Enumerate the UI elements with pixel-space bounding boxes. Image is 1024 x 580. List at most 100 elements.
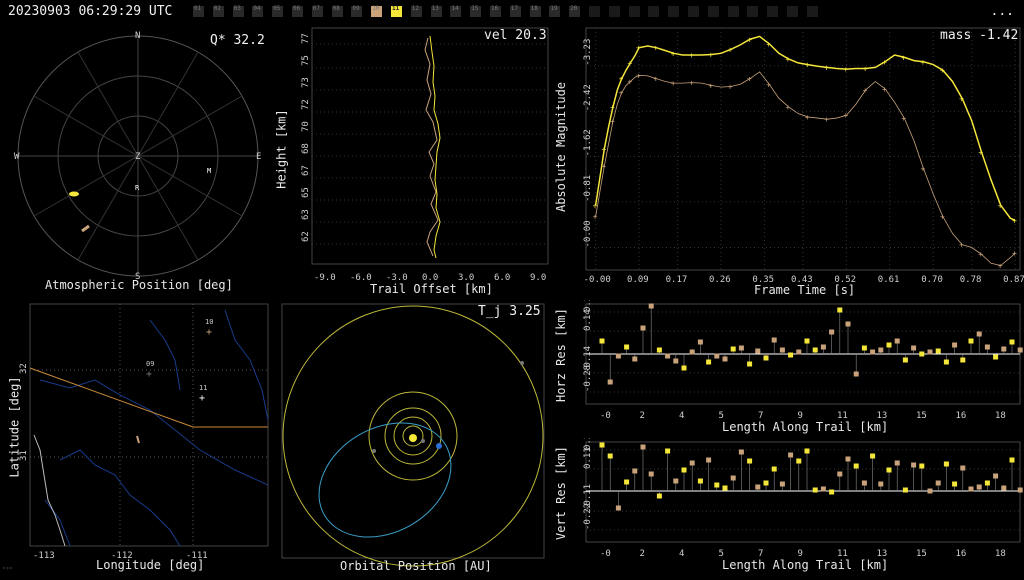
vert-xtick: 9 [798,549,803,559]
horz-res-point [615,353,621,359]
vert-res-plot: -0 2 4 5 7 9 11 13 15 16 18 0.220.11 -0.11-0.22 [583,428,1023,559]
vert-res-point [665,448,671,454]
vert-xtick: 13 [877,549,888,559]
vert-res-point [714,482,720,488]
sky-east: E [256,152,261,162]
horz-res-point [763,355,769,361]
camera-14[interactable]: 14 [450,5,462,17]
camera-22[interactable] [608,6,620,17]
mag-point: + [671,79,676,88]
vert-xtick: -0 [600,549,611,559]
height-xtick: -9.0 [314,273,336,283]
camera-32[interactable] [806,6,818,17]
horz-res-point [853,371,859,377]
camera-10[interactable]: 10 [371,5,383,17]
horz-xlabel: Length Along Trail [km] [722,420,889,434]
horz-res-point [878,347,884,353]
vert-res-point [902,487,908,493]
mag-point: + [708,50,713,59]
mag-point: + [636,44,641,53]
vert-res-point [829,489,835,495]
mag-point: + [627,59,632,68]
vert-res-point [1009,457,1015,463]
menu-button[interactable]: ... [990,4,1014,19]
camera-25[interactable] [668,6,680,17]
station-10-label: 10 [205,318,213,326]
horz-res-point [804,338,810,344]
camera-3[interactable]: 03 [232,5,244,17]
horz-res-point [919,351,925,357]
height-xtick: 6.0 [494,273,510,283]
camera-number: 19 [550,5,558,12]
vert-xtick: 16 [956,549,967,559]
camera-17[interactable]: 17 [509,5,521,17]
mag-xtick: 0.09 [627,275,649,285]
mag-xtick: 0.26 [709,275,731,285]
camera-number: 05 [273,5,281,12]
vert-res-point [689,460,695,466]
vert-ytick: -0.11 [583,484,593,511]
camera-23[interactable] [628,6,640,17]
camera-4[interactable]: 04 [252,5,264,17]
camera-26[interactable] [688,6,699,17]
horz-res-point [902,357,908,363]
mag-point: + [708,81,713,90]
horz-res-point [730,346,736,352]
camera-8[interactable]: 08 [331,5,343,17]
height-ytick: 68 [301,143,311,154]
camera-24[interactable] [648,6,660,17]
vert-res-panel: -0 2 4 5 7 9 11 13 15 16 18 0.22 0.11 -0.11 -0.22 Leng… [552,428,1024,576]
camera-13[interactable]: 13 [430,5,442,17]
mag-point: + [653,44,658,53]
camera-21[interactable] [589,6,600,17]
mag-point: + [940,213,945,222]
vert-res-point [919,463,925,469]
horz-res-point [935,348,941,354]
vert-res-point [1017,487,1023,493]
horz-xtick: 4 [679,411,684,421]
camera-18[interactable]: 18 [529,5,541,17]
camera-31[interactable] [787,6,798,17]
orbit-plot [281,303,545,567]
camera-30[interactable] [767,6,779,17]
camera-27[interactable] [707,6,719,17]
mag-xtick: 0.35 [752,275,774,285]
mag-xtick: 0.87 [1003,275,1024,285]
camera-2[interactable]: 02 [212,5,224,17]
sky-north: N [135,31,140,41]
mag-point: + [959,241,964,250]
map-ytick: 31 [19,450,29,461]
station-11-marker: + [199,393,205,404]
mag-point: + [610,103,615,112]
height-ylabel: Height [km] [274,109,289,189]
camera-number: 04 [253,5,261,12]
camera-9[interactable]: 09 [351,5,363,17]
camera-15[interactable]: 15 [470,5,482,17]
meteor-track-11 [69,191,79,197]
mag-series-line [595,71,1016,266]
camera-28[interactable] [727,6,739,17]
horz-ylabel: Horz Res [km] [553,308,568,402]
mag-xtick: 0.43 [791,275,813,285]
mag-point: + [882,85,887,94]
camera-5[interactable]: 05 [272,5,284,17]
camera-16[interactable]: 16 [490,5,501,17]
camera-19[interactable]: 19 [549,5,561,17]
camera-12[interactable]: 12 [410,5,422,17]
camera-20[interactable]: 20 [569,5,581,17]
horz-res-point [607,379,613,385]
mag-point: + [728,45,733,54]
horz-res-point [665,353,671,359]
tj-label: T_j 3.25 [478,304,541,319]
camera-7[interactable]: 07 [311,5,323,17]
orbit-title: Orbital Position [AU] [340,559,492,573]
camera-29[interactable] [747,6,759,17]
camera-1[interactable]: 01 [193,5,204,17]
height-xtick: 3.0 [458,273,474,283]
camera-6[interactable]: 06 [292,5,303,17]
horz-xtick: 16 [956,411,967,421]
camera-number: 09 [352,5,360,12]
camera-11[interactable]: 11 [391,5,402,17]
vert-res-point [788,452,794,458]
camera-number: 15 [471,5,479,12]
